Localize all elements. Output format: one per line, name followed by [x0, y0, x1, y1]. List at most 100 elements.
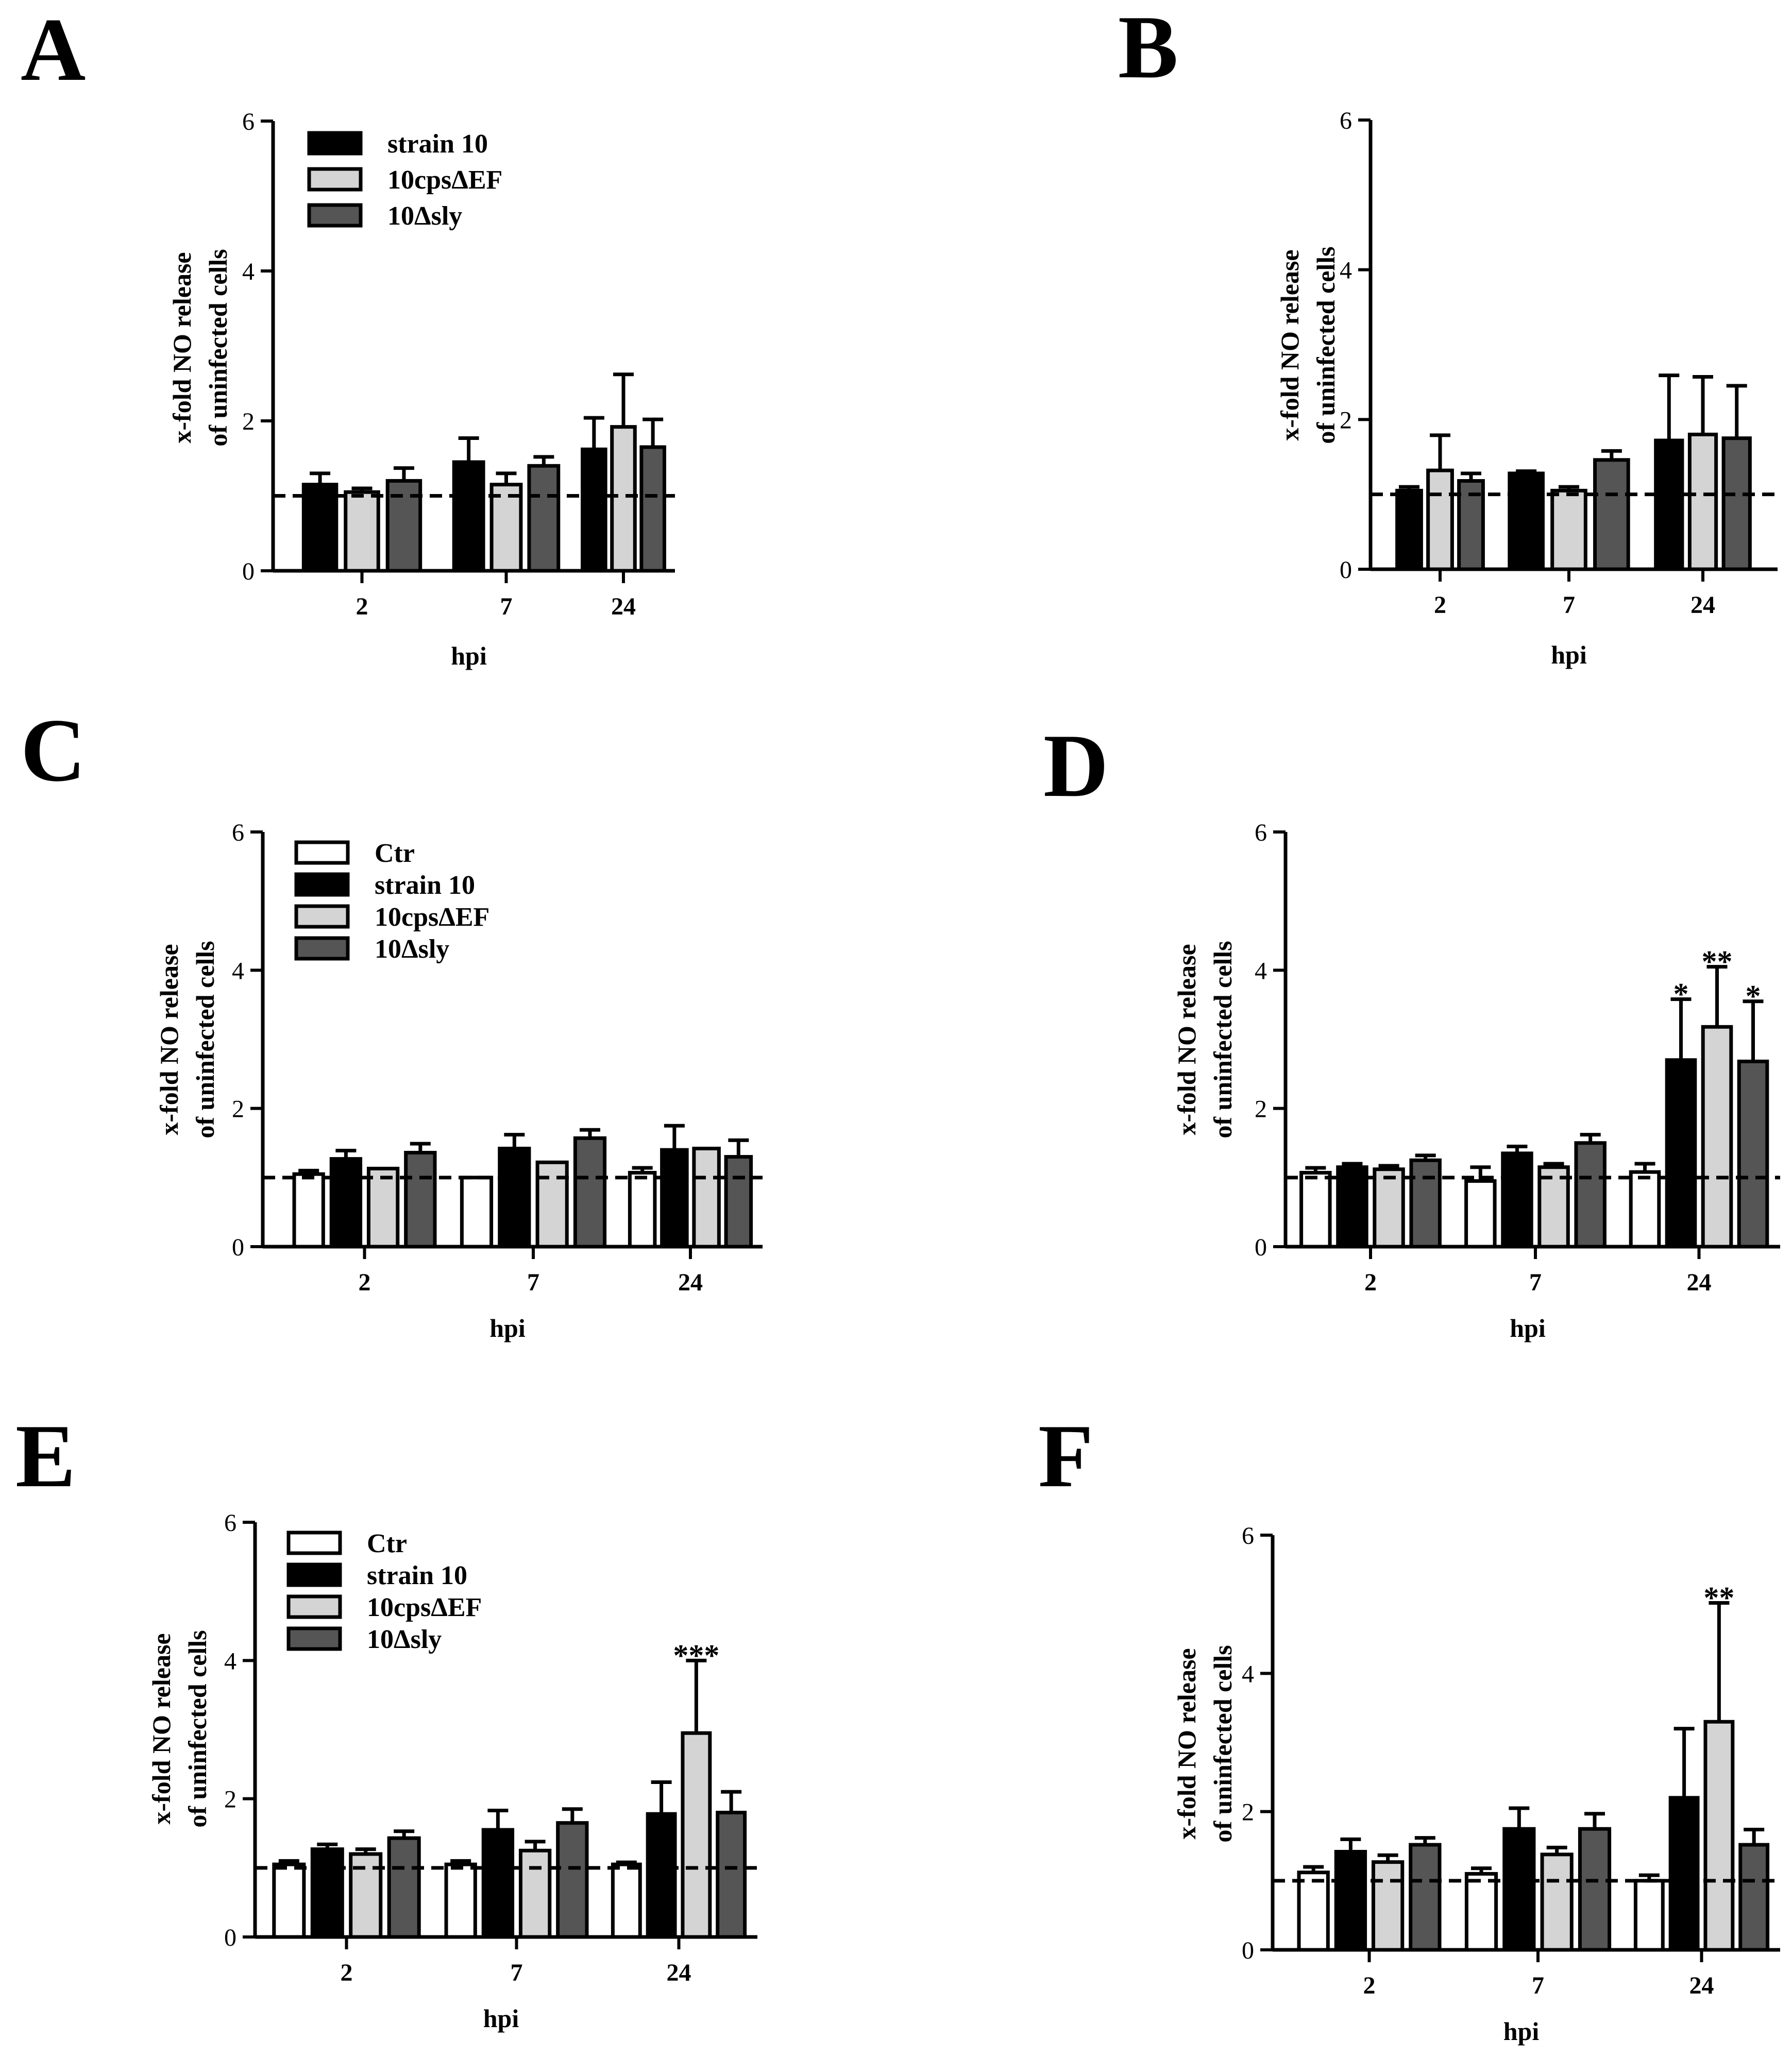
- legend-label: Ctr: [367, 1529, 407, 1558]
- y-axis-title-line-2: of uninfected cells: [191, 941, 219, 1138]
- bar: [660, 1148, 689, 1249]
- bar: [1593, 458, 1630, 571]
- legend-label: 10Δsly: [367, 1625, 442, 1654]
- y-tick-label: 2: [1340, 406, 1352, 434]
- significance-marker: *: [1746, 979, 1761, 1013]
- y-tick-label: 0: [232, 1234, 244, 1261]
- y-tick-label: 2: [1242, 1799, 1254, 1826]
- y-tick-label: 6: [1255, 819, 1267, 846]
- bar: [1633, 1879, 1665, 1952]
- legend-label: 10cpsΔEF: [387, 165, 502, 195]
- legend-swatch: [286, 1531, 342, 1555]
- bar: [1654, 438, 1684, 571]
- bar: [387, 1836, 421, 1939]
- bar: [1550, 488, 1587, 571]
- y-axis-title-line-1: x-fold NO release: [1172, 944, 1201, 1135]
- bar: [724, 1155, 753, 1249]
- y-tick-label: 0: [1242, 1937, 1254, 1964]
- legend-swatch: [307, 167, 363, 192]
- bar: [1668, 1796, 1700, 1952]
- bar: [1395, 488, 1423, 571]
- bar: [452, 460, 485, 573]
- bar: [460, 1176, 494, 1249]
- x-tick-label: 24: [611, 593, 636, 620]
- bar: [498, 1146, 531, 1249]
- legend-swatch: [307, 131, 363, 156]
- bar: [1464, 1179, 1497, 1249]
- bar: [1738, 1843, 1770, 1952]
- y-axis-title: x-fold NO release of uninfected cells: [1172, 1645, 1237, 1842]
- bar: [1371, 1860, 1405, 1952]
- y-axis-title-line-2: of uninfected cells: [1311, 246, 1340, 444]
- x-tick-label: 2: [359, 1269, 371, 1296]
- bar: [681, 1731, 712, 1939]
- x-tick-label: 2: [1434, 591, 1446, 619]
- panel-label: C: [21, 700, 86, 800]
- y-tick-label: 2: [242, 408, 255, 435]
- legend-label: 10cpsΔEF: [375, 903, 489, 932]
- legend-label: 10Δsly: [375, 934, 449, 964]
- y-tick-label: 4: [242, 258, 255, 285]
- bar: [556, 1821, 589, 1939]
- x-tick-label: 24: [1690, 591, 1715, 619]
- y-tick-label: 6: [242, 108, 255, 135]
- x-axis-title: hpi: [489, 1314, 526, 1342]
- bar: [1336, 1165, 1368, 1249]
- bar: [1721, 436, 1752, 571]
- significance-marker: *: [1673, 977, 1689, 1011]
- bar: [1373, 1167, 1405, 1249]
- y-axis-title-line-1: x-fold NO release: [147, 1633, 176, 1824]
- bar: [1426, 468, 1454, 571]
- bar: [646, 1812, 677, 1939]
- y-tick-label: 0: [242, 558, 255, 585]
- bar: [628, 1170, 657, 1249]
- x-tick-label: 7: [1529, 1269, 1542, 1296]
- legend-label: 10cpsΔEF: [367, 1593, 482, 1622]
- x-axis-title: hpi: [1510, 1314, 1546, 1342]
- panel-label: E: [15, 1406, 76, 1506]
- x-tick-label: 7: [527, 1269, 539, 1296]
- legend-swatch: [286, 1562, 342, 1587]
- bar: [1409, 1158, 1442, 1249]
- panel-label: A: [21, 0, 86, 99]
- y-tick-label: 6: [224, 1509, 236, 1537]
- bar: [344, 490, 380, 573]
- bar: [1578, 1827, 1612, 1952]
- bar: [1464, 1872, 1498, 1952]
- legend-swatch: [294, 936, 350, 961]
- y-axis-title-line-1: x-fold NO release: [167, 252, 196, 443]
- bar: [1540, 1852, 1574, 1952]
- bar: [527, 464, 561, 573]
- bar: [310, 1847, 344, 1939]
- x-tick-label: 7: [1532, 1972, 1544, 1999]
- y-axis-title-line-2: of uninfected cells: [204, 249, 232, 446]
- legend-swatch: [294, 840, 350, 865]
- x-axis-title: hpi: [483, 2004, 519, 2033]
- x-tick-label: 2: [341, 1959, 353, 1986]
- legend-label: 10Δsly: [387, 201, 462, 231]
- x-tick-label: 2: [1364, 1269, 1377, 1296]
- legend-label: Ctr: [375, 839, 415, 868]
- panel-label: F: [1038, 1406, 1093, 1506]
- y-axis-title-line-1: x-fold NO release: [1172, 1648, 1201, 1839]
- bar: [611, 1862, 642, 1939]
- bar: [535, 1160, 569, 1249]
- x-tick-label: 24: [678, 1269, 703, 1296]
- bar: [1687, 432, 1718, 571]
- bar: [292, 1172, 325, 1249]
- y-tick-label: 4: [1255, 957, 1267, 984]
- y-tick-label: 0: [1255, 1234, 1267, 1261]
- legend-swatch: [286, 1626, 342, 1651]
- bar: [329, 1157, 363, 1249]
- bar: [444, 1862, 477, 1939]
- x-axis-title: hpi: [451, 641, 487, 670]
- bar: [573, 1136, 607, 1249]
- bar: [1502, 1827, 1536, 1952]
- y-tick-label: 0: [1340, 556, 1352, 584]
- bar: [1508, 471, 1545, 571]
